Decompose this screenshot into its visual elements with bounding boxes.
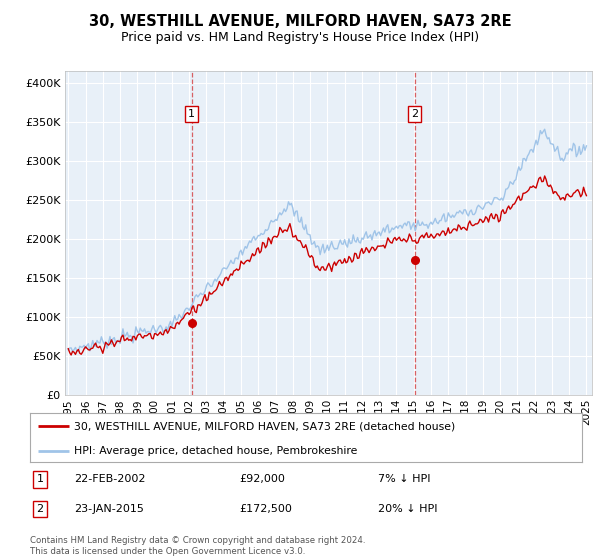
Text: 2: 2 [411, 109, 418, 119]
Text: 1: 1 [37, 474, 43, 484]
Text: 30, WESTHILL AVENUE, MILFORD HAVEN, SA73 2RE: 30, WESTHILL AVENUE, MILFORD HAVEN, SA73… [89, 14, 511, 29]
Text: HPI: Average price, detached house, Pembrokeshire: HPI: Average price, detached house, Pemb… [74, 446, 358, 456]
Text: Contains HM Land Registry data © Crown copyright and database right 2024.
This d: Contains HM Land Registry data © Crown c… [30, 536, 365, 556]
Text: £92,000: £92,000 [240, 474, 286, 484]
Text: 30, WESTHILL AVENUE, MILFORD HAVEN, SA73 2RE (detached house): 30, WESTHILL AVENUE, MILFORD HAVEN, SA73… [74, 421, 455, 431]
Text: Price paid vs. HM Land Registry's House Price Index (HPI): Price paid vs. HM Land Registry's House … [121, 31, 479, 44]
Text: 2: 2 [37, 504, 43, 514]
Text: 23-JAN-2015: 23-JAN-2015 [74, 504, 144, 514]
Text: 20% ↓ HPI: 20% ↓ HPI [378, 504, 437, 514]
Text: 1: 1 [188, 109, 195, 119]
Text: 22-FEB-2002: 22-FEB-2002 [74, 474, 146, 484]
Text: 7% ↓ HPI: 7% ↓ HPI [378, 474, 430, 484]
Text: £172,500: £172,500 [240, 504, 293, 514]
